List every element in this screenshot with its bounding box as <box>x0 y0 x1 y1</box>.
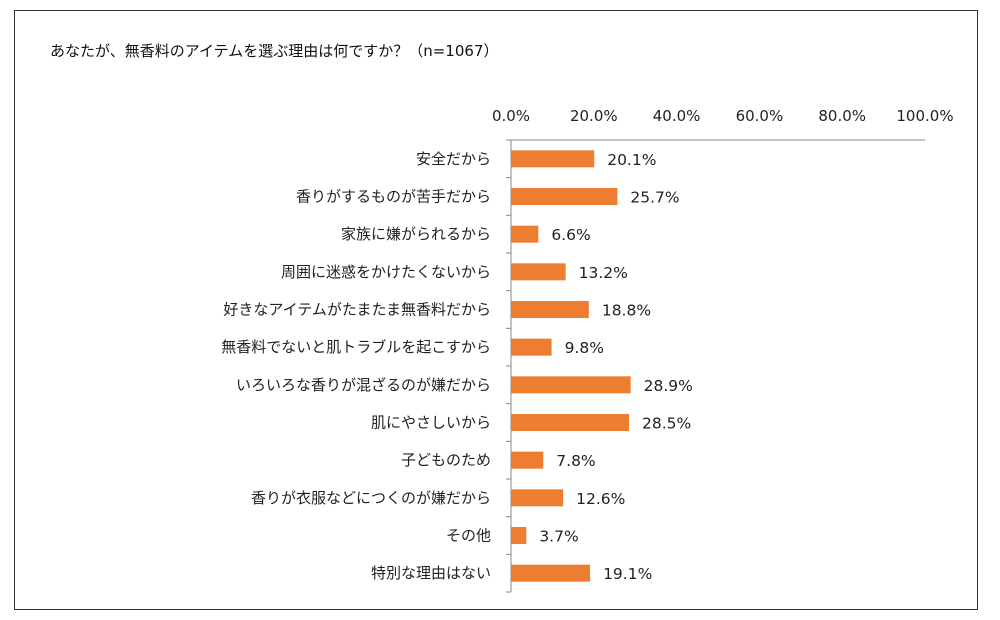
bar <box>511 263 566 281</box>
category-label: 家族に嫌がられるから <box>341 225 491 243</box>
category-label: 安全だから <box>416 150 491 168</box>
value-label: 28.5% <box>642 415 691 433</box>
bar <box>511 414 629 431</box>
value-label: 13.2% <box>579 264 628 282</box>
value-label: 20.1% <box>607 151 656 169</box>
value-label: 25.7% <box>630 189 679 207</box>
bar <box>511 451 544 469</box>
bar <box>511 301 589 318</box>
category-label: 肌にやさしいから <box>371 414 491 432</box>
bar <box>511 564 591 582</box>
value-label: 3.7% <box>539 528 578 546</box>
category-label: 子どものため <box>401 451 491 469</box>
value-label: 6.6% <box>551 226 590 244</box>
category-label: 香りがするものが苦手だから <box>296 188 491 206</box>
x-tick-label: 0.0% <box>492 107 530 125</box>
category-label: いろいろな香りが混ざるのが嫌だから <box>236 376 491 394</box>
x-tick-label: 80.0% <box>818 107 866 125</box>
category-label: 特別な理由はない <box>371 564 491 582</box>
category-label: 無香料でないと肌トラブルを起こすから <box>221 338 491 356</box>
x-tick-label: 40.0% <box>653 107 701 125</box>
chart-frame <box>14 10 978 610</box>
bar <box>511 527 527 544</box>
x-tick-label: 20.0% <box>570 107 618 125</box>
chart-title: あなたが、無香料のアイテムを選ぶ理由は何ですか？（n=1067） <box>50 42 499 60</box>
value-labels: 20.1% 25.7% 6.6% 13.2% 18.8% 9.8% 28.9% 28.5% 7.… <box>539 151 693 583</box>
value-label: 18.8% <box>602 302 651 320</box>
bar <box>511 150 595 168</box>
bar <box>511 188 618 205</box>
category-label: その他 <box>446 527 491 545</box>
bar <box>511 225 539 243</box>
x-tick-label: 60.0% <box>736 107 784 125</box>
category-label: 香りが衣服などにつくのが嫌だから <box>251 489 491 507</box>
value-label: 19.1% <box>603 565 652 583</box>
category-label: 周囲に迷惑をかけたくないから <box>281 263 491 281</box>
chart-axes <box>506 139 925 593</box>
category-label: 好きなアイテムがたまたま無香料だから <box>223 301 491 319</box>
value-label: 7.8% <box>556 452 595 470</box>
bar <box>511 338 552 356</box>
value-label: 28.9% <box>644 377 693 395</box>
value-label: 12.6% <box>576 490 625 508</box>
bars <box>511 150 631 582</box>
x-tick-labels: 0.0% 20.0% 40.0% 60.0% 80.0% 100.0% <box>492 107 954 125</box>
bar <box>511 376 631 394</box>
value-label: 9.8% <box>565 339 604 357</box>
category-labels: 安全だから香りがするものが苦手だから家族に嫌がられるから周囲に迷惑をかけたくない… <box>221 150 491 582</box>
x-tick-label: 100.0% <box>896 107 953 125</box>
bar <box>511 489 564 507</box>
